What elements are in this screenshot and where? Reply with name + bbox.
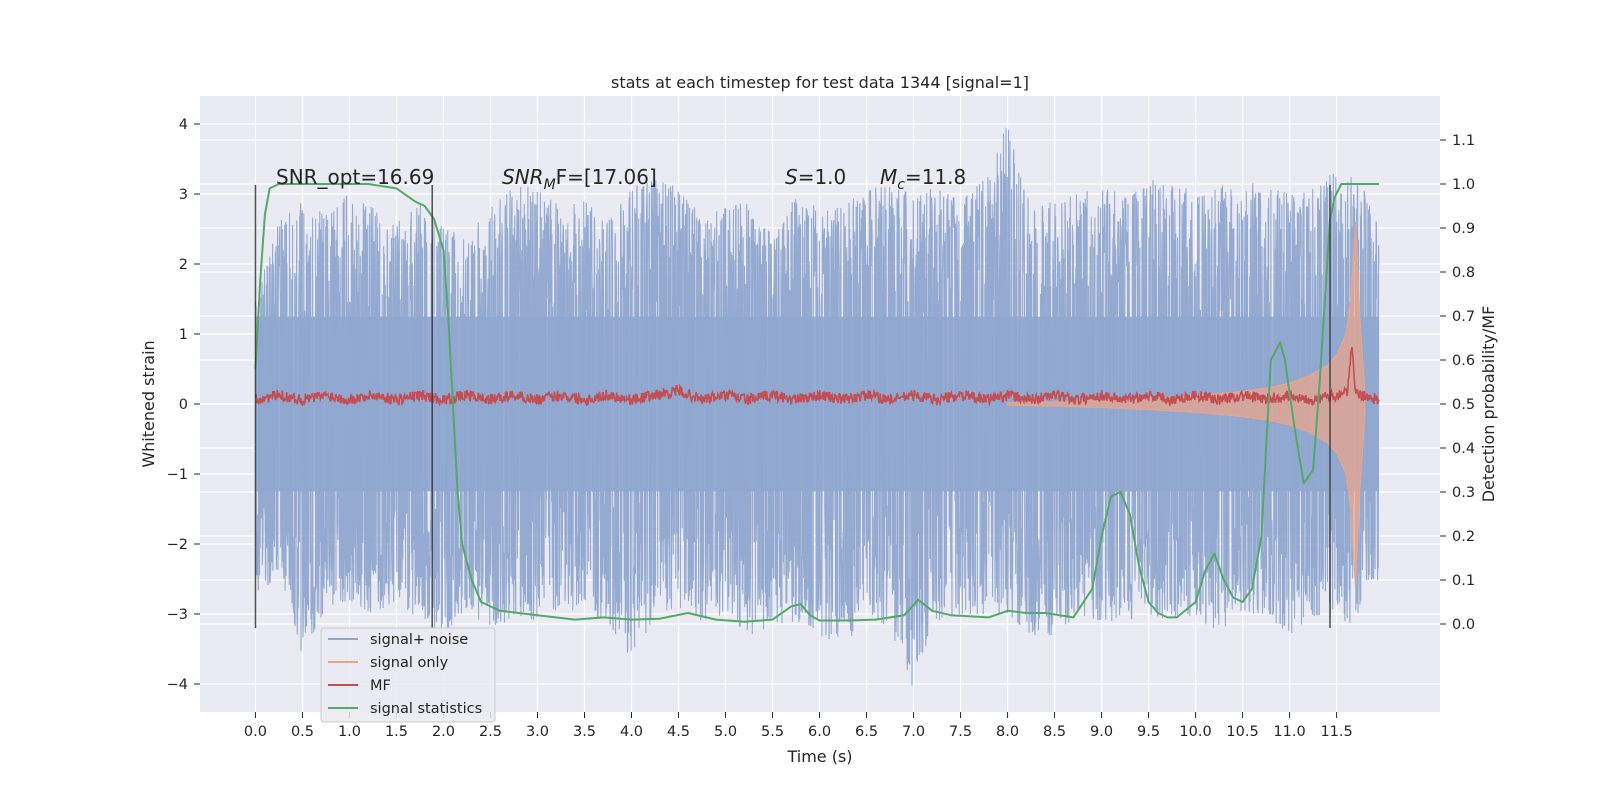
x-tick-label: 0.0 bbox=[244, 724, 267, 740]
legend-entry: signal+ noise bbox=[328, 632, 468, 648]
x-tick-label: 9.5 bbox=[1137, 724, 1160, 740]
legend: signal+ noise signal only MF signal stat… bbox=[320, 627, 496, 723]
y-tick-label: −3 bbox=[167, 607, 188, 623]
x-axis-ticks: 0.0 0.5 1.0 1.5 2.0 2.5 3.0 3.5 4.0 4.5 5.0 5.5 6.0 6… bbox=[244, 712, 1353, 740]
annotation-snr-mf: SNRMF=[17.06] bbox=[502, 165, 657, 193]
annotation-s: S=1.0 bbox=[785, 165, 846, 189]
y-right-tick-label: 0.9 bbox=[1452, 221, 1475, 237]
x-tick-label: 10.0 bbox=[1179, 724, 1211, 740]
x-tick-label: 8.0 bbox=[996, 724, 1019, 740]
series-signal-only bbox=[1007, 221, 1366, 587]
x-tick-label: 1.5 bbox=[385, 724, 408, 740]
y-right-tick-label: 1.1 bbox=[1452, 133, 1475, 149]
y-right-tick-label: 0.7 bbox=[1452, 309, 1475, 325]
x-tick-label: 6.5 bbox=[855, 724, 878, 740]
x-tick-label: 3.5 bbox=[573, 724, 596, 740]
y-axis-ticks: 4 3 2 1 0 −1 −2 −3 −4 bbox=[167, 117, 200, 693]
y-tick-label: 0 bbox=[179, 397, 188, 413]
legend-label: signal only bbox=[370, 655, 449, 671]
x-tick-label: 6.0 bbox=[808, 724, 831, 740]
series-layer bbox=[254, 127, 1380, 686]
series-signal-statistics bbox=[254, 183, 1379, 623]
y-right-tick-label: 1.0 bbox=[1452, 177, 1475, 193]
y-tick-label: 4 bbox=[179, 117, 188, 133]
x-tick-label: 5.0 bbox=[714, 724, 737, 740]
legend-label: signal statistics bbox=[370, 701, 482, 717]
legend-entry: signal only bbox=[328, 655, 449, 671]
x-tick-label: 4.0 bbox=[620, 724, 643, 740]
y-tick-label: −1 bbox=[167, 467, 188, 483]
legend-box bbox=[320, 627, 496, 723]
y-right-tick-label: 0.4 bbox=[1452, 441, 1475, 457]
legend-label: MF bbox=[370, 678, 391, 694]
series-mf bbox=[254, 346, 1380, 408]
x-axis-label: Time (s) bbox=[786, 747, 852, 766]
annotation-snr-opt: SNR_opt=16.69 bbox=[276, 165, 434, 189]
x-tick-label: 3.0 bbox=[526, 724, 549, 740]
y-tick-label: 2 bbox=[179, 257, 188, 273]
y-right-tick-label: 0.8 bbox=[1452, 265, 1475, 281]
y-right-tick-label: 0.5 bbox=[1452, 397, 1475, 413]
x-tick-label: 2.5 bbox=[479, 724, 502, 740]
y-right-tick-label: 0.0 bbox=[1452, 617, 1475, 633]
x-tick-label: 8.5 bbox=[1043, 724, 1066, 740]
y-right-tick-label: 0.6 bbox=[1452, 353, 1475, 369]
y-tick-label: −2 bbox=[167, 537, 188, 553]
x-tick-label: 7.5 bbox=[949, 724, 972, 740]
x-tick-label: 4.5 bbox=[667, 724, 690, 740]
y-right-tick-label: 0.3 bbox=[1452, 485, 1475, 501]
legend-label: signal+ noise bbox=[370, 632, 468, 648]
y-axis-right-label: Detection probability/MF bbox=[1479, 306, 1498, 503]
x-tick-label: 2.0 bbox=[432, 724, 455, 740]
y-tick-label: −4 bbox=[167, 677, 188, 693]
vertical-markers bbox=[254, 184, 1331, 628]
y-tick-label: 3 bbox=[179, 187, 188, 203]
x-tick-label: 10.5 bbox=[1226, 724, 1258, 740]
y-right-tick-label: 0.1 bbox=[1452, 573, 1475, 589]
y-tick-label: 1 bbox=[179, 327, 188, 343]
x-tick-label: 11.0 bbox=[1273, 724, 1305, 740]
x-tick-label: 0.5 bbox=[291, 724, 314, 740]
legend-entry: MF bbox=[328, 678, 391, 694]
x-tick-label: 7.0 bbox=[902, 724, 925, 740]
chart-title: stats at each timestep for test data 134… bbox=[611, 73, 1029, 92]
annotation-mc: Mc=11.8 bbox=[880, 165, 966, 193]
y-right-tick-label: 0.2 bbox=[1452, 529, 1475, 545]
annotations: SNR_opt=16.69 SNRMF=[17.06] S=1.0 Mc=11.… bbox=[276, 165, 966, 193]
y-axis-label: Whitened strain bbox=[139, 340, 158, 467]
legend-entry: signal statistics bbox=[328, 701, 482, 717]
x-tick-label: 5.5 bbox=[761, 724, 784, 740]
x-tick-label: 11.5 bbox=[1320, 724, 1352, 740]
x-tick-label: 1.0 bbox=[338, 724, 361, 740]
x-tick-label: 9.0 bbox=[1090, 724, 1113, 740]
y-axis-right-ticks: 1.1 1.0 0.9 0.8 0.7 0.6 0.5 0.4 0.3 0.2 0.1 0.0 bbox=[1440, 133, 1475, 633]
